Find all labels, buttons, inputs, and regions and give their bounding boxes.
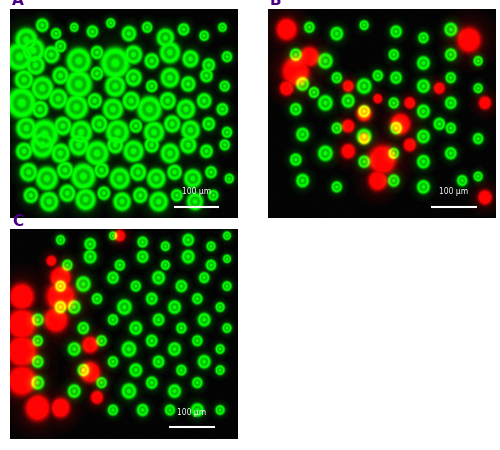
Text: 100 µm: 100 µm [440,187,468,196]
Text: A: A [12,0,24,8]
Text: B: B [270,0,281,8]
Text: 100 µm: 100 µm [182,187,211,196]
Text: 100 µm: 100 µm [178,408,206,417]
Text: C: C [12,214,23,229]
